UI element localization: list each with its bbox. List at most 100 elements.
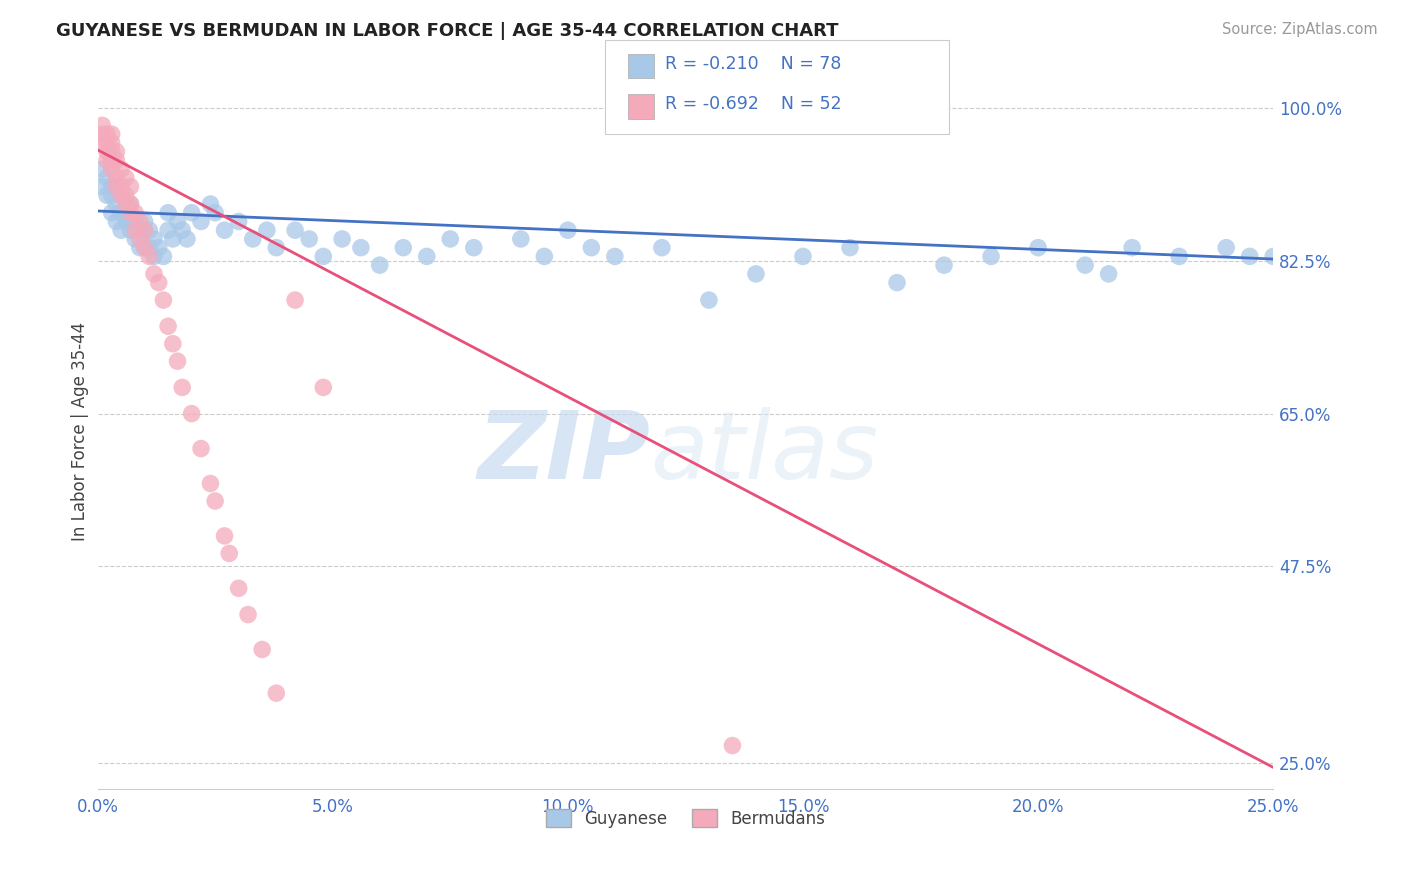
Point	[138, 241, 160, 255]
Point	[250, 642, 273, 657]
Text: R = -0.692    N = 52: R = -0.692 N = 52	[665, 95, 842, 113]
Point	[134, 223, 156, 237]
Point	[1239, 249, 1261, 263]
Point	[138, 249, 160, 263]
Point	[96, 153, 118, 168]
Text: GUYANESE VS BERMUDAN IN LABOR FORCE | AGE 35-44 CORRELATION CHART: GUYANESE VS BERMUDAN IN LABOR FORCE | AG…	[56, 22, 839, 40]
Point	[839, 241, 862, 255]
Point	[120, 179, 142, 194]
Point	[1098, 267, 1121, 281]
Point	[114, 170, 136, 185]
Point	[697, 293, 720, 307]
Text: ZIP: ZIP	[477, 407, 650, 499]
Point	[100, 162, 122, 177]
Point	[228, 582, 250, 596]
Point	[138, 223, 160, 237]
Point	[129, 223, 152, 237]
Point	[1215, 241, 1237, 255]
Point	[157, 223, 180, 237]
Legend: Guyanese, Bermudans: Guyanese, Bermudans	[538, 803, 832, 835]
Point	[463, 241, 485, 255]
Point	[148, 241, 170, 255]
Point	[392, 241, 415, 255]
Point	[96, 136, 118, 150]
Point	[124, 223, 146, 237]
Point	[129, 232, 152, 246]
Point	[228, 214, 250, 228]
Point	[105, 214, 128, 228]
Point	[312, 249, 335, 263]
Point	[162, 336, 184, 351]
Point	[792, 249, 814, 263]
Point	[105, 145, 128, 159]
Point	[100, 127, 122, 141]
Point	[1026, 241, 1049, 255]
Point	[105, 197, 128, 211]
Point	[100, 179, 122, 194]
Point	[651, 241, 673, 255]
Point	[980, 249, 1002, 263]
Point	[416, 249, 439, 263]
Point	[214, 223, 236, 237]
Point	[124, 214, 146, 228]
Point	[96, 188, 118, 202]
Point	[157, 205, 180, 219]
Text: atlas: atlas	[650, 407, 879, 498]
Point	[124, 232, 146, 246]
Point	[105, 153, 128, 168]
Point	[110, 188, 132, 202]
Point	[100, 136, 122, 150]
Point	[100, 153, 122, 168]
Point	[932, 258, 955, 272]
Point	[264, 241, 287, 255]
Point	[91, 136, 114, 150]
Point	[330, 232, 353, 246]
Point	[100, 188, 122, 202]
Point	[143, 232, 166, 246]
Point	[284, 293, 307, 307]
Point	[200, 476, 222, 491]
Point	[143, 249, 166, 263]
Point	[143, 267, 166, 281]
Point	[176, 232, 198, 246]
Point	[120, 197, 142, 211]
Point	[148, 276, 170, 290]
Point	[1121, 241, 1143, 255]
Text: R = -0.210    N = 78: R = -0.210 N = 78	[665, 55, 841, 73]
Point	[100, 153, 122, 168]
Point	[256, 223, 278, 237]
Point	[204, 205, 226, 219]
Point	[439, 232, 461, 246]
Point	[162, 232, 184, 246]
Point	[1074, 258, 1097, 272]
Point	[120, 197, 142, 211]
Point	[110, 179, 132, 194]
Point	[129, 214, 152, 228]
Point	[264, 686, 287, 700]
Point	[533, 249, 555, 263]
Point	[721, 739, 744, 753]
Point	[190, 442, 212, 456]
Point	[886, 276, 908, 290]
Point	[152, 249, 174, 263]
Point	[124, 205, 146, 219]
Point	[1263, 249, 1285, 263]
Point	[509, 232, 531, 246]
Point	[91, 119, 114, 133]
Point	[236, 607, 259, 622]
Text: Source: ZipAtlas.com: Source: ZipAtlas.com	[1222, 22, 1378, 37]
Point	[129, 241, 152, 255]
Point	[581, 241, 603, 255]
Point	[96, 170, 118, 185]
Point	[96, 145, 118, 159]
Point	[105, 179, 128, 194]
Point	[166, 354, 188, 368]
Y-axis label: In Labor Force | Age 35-44: In Labor Force | Age 35-44	[72, 321, 89, 541]
Point	[312, 380, 335, 394]
Point	[134, 241, 156, 255]
Point	[368, 258, 391, 272]
Point	[204, 494, 226, 508]
Point	[110, 205, 132, 219]
Point	[152, 293, 174, 307]
Point	[190, 214, 212, 228]
